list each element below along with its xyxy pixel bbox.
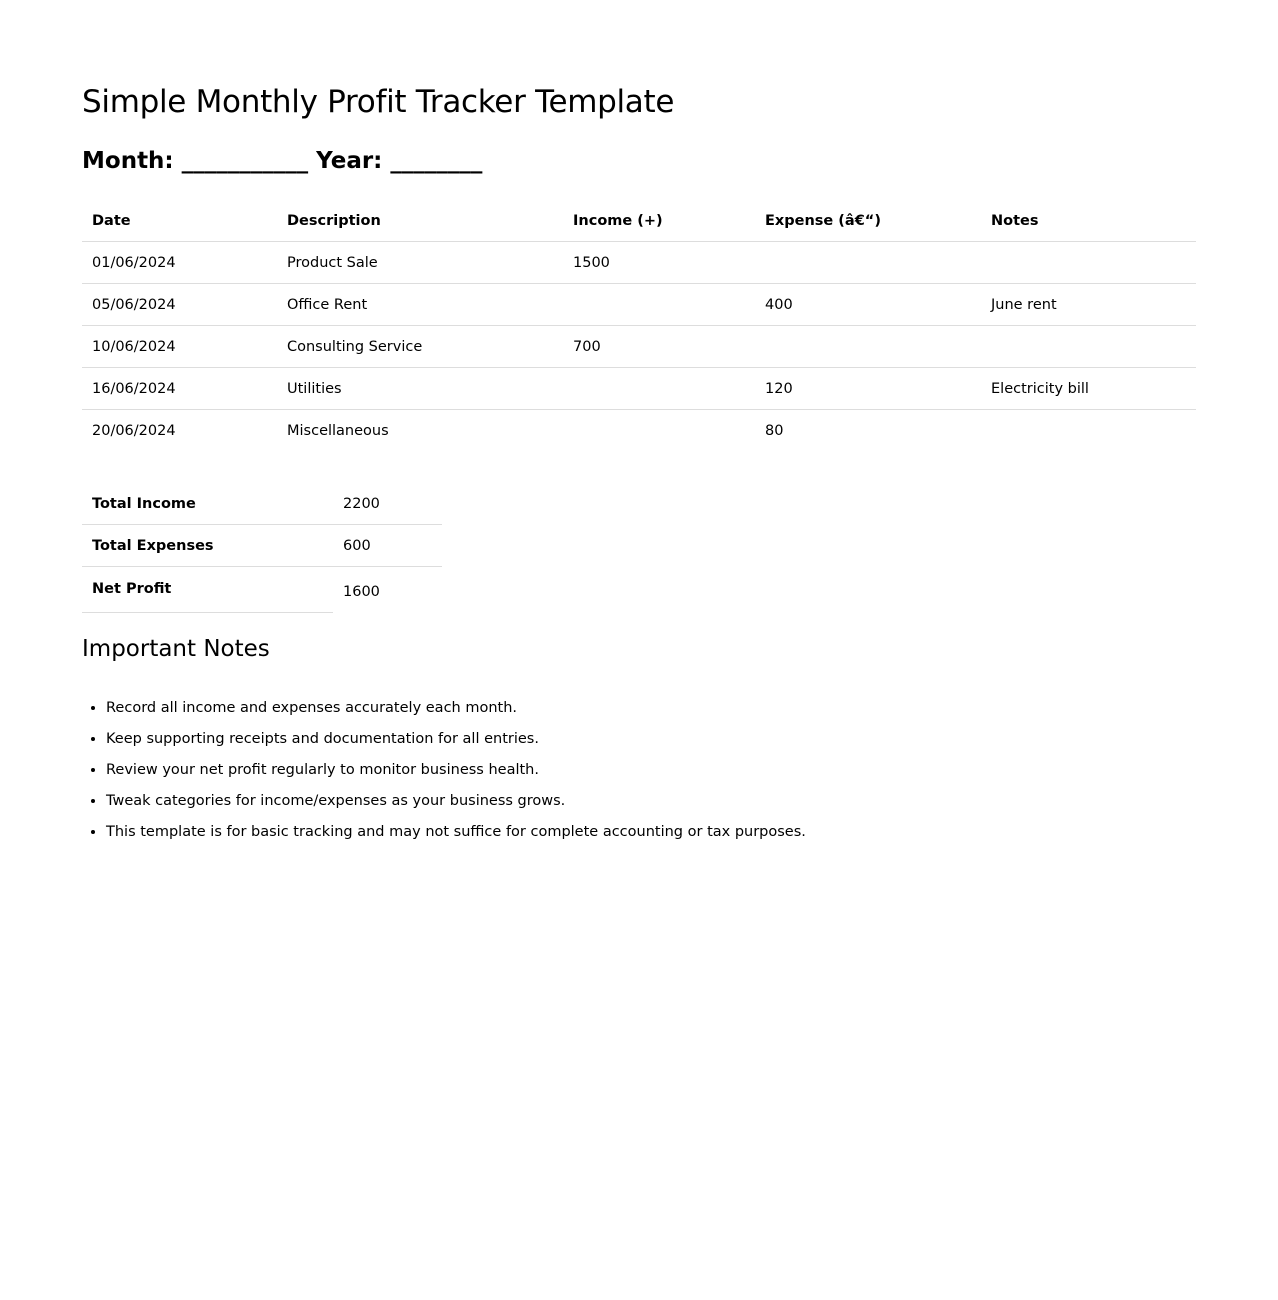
cell-date: 01/06/2024 [82, 241, 277, 284]
cell-expense [755, 241, 981, 284]
cell-description: Utilities [277, 367, 563, 410]
header-description: Description [277, 200, 563, 242]
table-header-row: Date Description Income (+) Expense (â€“… [82, 200, 1196, 242]
cell-notes [981, 325, 1196, 368]
summary-label: Net Profit [82, 566, 333, 613]
cell-notes [981, 241, 1196, 284]
summary-table: Total Income 2200 Total Expenses 600 Net Pro… [82, 483, 442, 613]
cell-notes: June rent [981, 283, 1196, 326]
cell-date: 05/06/2024 [82, 283, 277, 326]
cell-income: 700 [563, 325, 755, 368]
table-row: 20/06/2024 Miscellaneous 80 [82, 410, 1196, 452]
summary-value: 1600 [343, 583, 380, 600]
table-row: 05/06/2024 Office Rent 400 June rent [82, 283, 1196, 326]
cell-description: Miscellaneous [287, 422, 389, 439]
cell-income [563, 410, 755, 452]
cell-expense: 120 [755, 367, 981, 410]
cell-description: Consulting Service [277, 325, 563, 368]
table-row: 16/06/2024 Utilities 120 Electricity bill [82, 367, 1196, 410]
note-item: This template is for basic tracking and … [106, 821, 806, 852]
cell-date: 10/06/2024 [82, 325, 277, 368]
cell-description: Office Rent [277, 283, 563, 326]
transactions-table: Date Description Income (+) Expense (â€“… [82, 200, 1196, 451]
summary-row: Total Income 2200 [82, 483, 442, 525]
cell-date: 16/06/2024 [82, 367, 277, 410]
header-notes: Notes [981, 200, 1196, 242]
cell-description: Product Sale [277, 241, 563, 284]
summary-label: Total Expenses [82, 524, 333, 567]
summary-row: Total Expenses 600 [82, 524, 442, 567]
month-blank: ___________ [181, 148, 309, 174]
note-item: Review your net profit regularly to moni… [106, 759, 806, 790]
cell-income [563, 367, 755, 410]
table-row: 01/06/2024 Product Sale 1500 [82, 241, 1196, 284]
cell-expense: 400 [755, 283, 981, 326]
header-date: Date [82, 200, 277, 242]
cell-expense: 80 [765, 422, 784, 439]
header-expense: Expense (â€“) [755, 200, 981, 242]
cell-notes [981, 410, 1196, 452]
note-item: Keep supporting receipts and documentati… [106, 728, 806, 759]
year-label: Year: [316, 148, 383, 174]
period-line: Month: ___________ Year: ________ [82, 148, 482, 174]
page-title: Simple Monthly Profit Tracker Template [82, 84, 675, 120]
note-item: Tweak categories for income/expenses as … [106, 790, 806, 821]
note-item: Record all income and expenses accuratel… [106, 697, 806, 728]
summary-label: Total Income [82, 483, 333, 525]
summary-value: 600 [333, 524, 442, 567]
notes-heading: Important Notes [82, 636, 270, 662]
cell-income [563, 283, 755, 326]
notes-list: Record all income and expenses accuratel… [82, 697, 806, 852]
summary-row: Net Profit 1600 [82, 566, 442, 613]
cell-date: 20/06/2024 [92, 422, 176, 439]
cell-expense [755, 325, 981, 368]
cell-notes: Electricity bill [981, 367, 1196, 410]
header-income: Income (+) [563, 200, 755, 242]
month-label: Month: [82, 148, 174, 174]
cell-income: 1500 [563, 241, 755, 284]
year-blank: ________ [390, 148, 483, 174]
summary-value: 2200 [333, 483, 442, 525]
table-row: 10/06/2024 Consulting Service 700 [82, 325, 1196, 368]
